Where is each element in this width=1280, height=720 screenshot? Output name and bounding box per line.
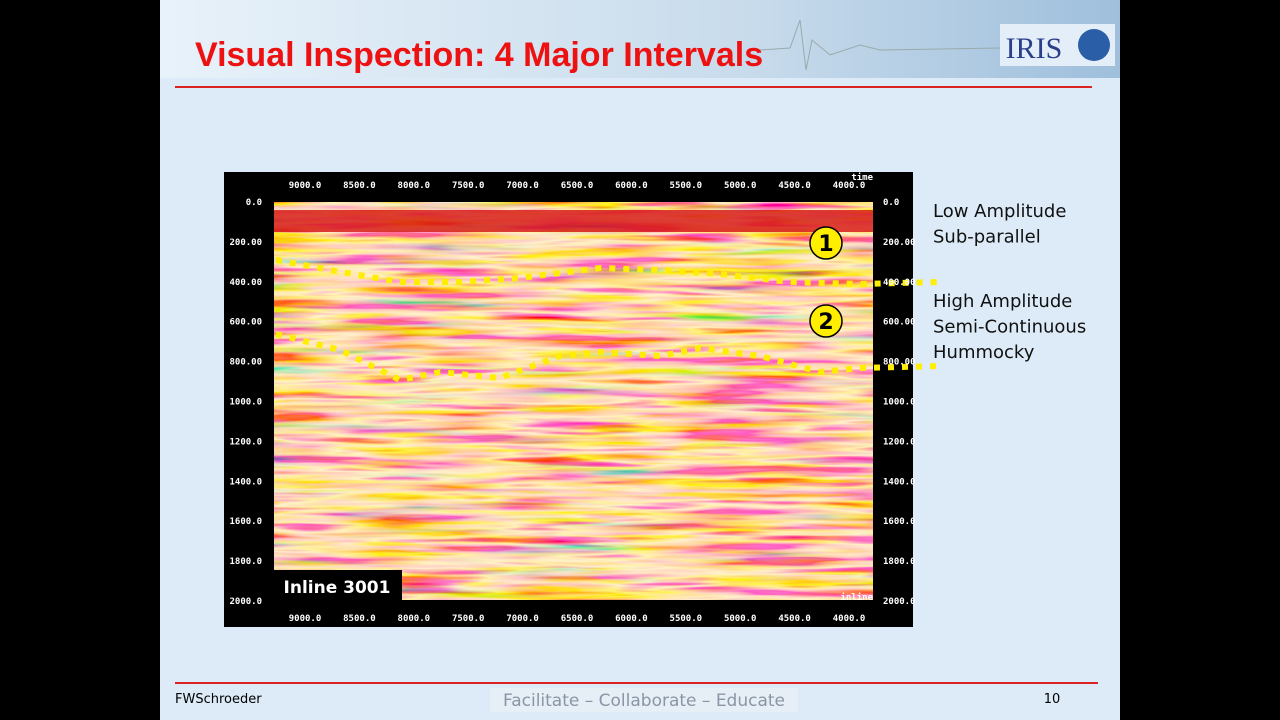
left-tick-label: 800.00	[229, 358, 262, 368]
annotation: Sub-parallel	[933, 227, 1041, 248]
annotation: Low Amplitude	[933, 201, 1066, 222]
title: Visual Inspection: 4 Major Intervals	[195, 36, 763, 74]
bottom-tick-label: 4500.0	[778, 614, 811, 624]
right-tick-label: 1800.0	[883, 557, 916, 567]
right-tick-label: 600.00	[883, 318, 916, 328]
page-number: 10	[1044, 692, 1061, 707]
tagline-box	[490, 688, 798, 712]
bottom-tick-label: 9000.0	[289, 614, 322, 624]
section-label: Inline 3001	[284, 578, 391, 598]
tagline: Facilitate – Collaborate – Educate	[503, 691, 785, 711]
right-tick-label: 0.0	[883, 198, 899, 208]
bottom-tick-label: 7000.0	[506, 614, 539, 624]
horizon-2	[275, 331, 941, 384]
bottom-tick-label: 5000.0	[724, 614, 757, 624]
annotation: High Amplitude	[933, 291, 1072, 312]
top-tick-label: 5000.0	[724, 181, 757, 191]
header-band	[160, 0, 1120, 78]
bottom-tick-label: 6500.0	[561, 614, 594, 624]
right-tick-label: 400.00	[883, 278, 916, 288]
wave	[759, 19, 1001, 71]
right-tick-label: 1400.0	[883, 477, 916, 487]
inline-label: inline	[840, 592, 873, 603]
top-tick-label: 7000.0	[506, 181, 539, 191]
annotation: Hummocky	[933, 342, 1035, 363]
top-tick-label: 6500.0	[561, 181, 594, 191]
right-tick-label: 1200.0	[883, 437, 916, 447]
seabed-reflector	[274, 210, 873, 232]
bottom-tick-label: 8000.0	[398, 614, 431, 624]
bottom-tick-label: 7500.0	[452, 614, 485, 624]
right-tick-label: 1600.0	[883, 517, 916, 527]
left-tick-label: 1600.0	[229, 517, 262, 527]
horizon-1	[275, 257, 941, 288]
marker: 1	[809, 226, 843, 260]
left-tick-label: 400.00	[229, 278, 262, 288]
left-tick-label: 200.00	[229, 238, 262, 248]
seismic-image	[274, 202, 873, 600]
annotation: Semi-Continuous	[933, 317, 1086, 338]
top-tick-label: 8000.0	[398, 181, 431, 191]
marker: 2	[809, 304, 843, 338]
top-tick-label: 4500.0	[778, 181, 811, 191]
author: FWSchroeder	[175, 692, 262, 707]
time-label: time	[851, 172, 873, 183]
left-tick-label: 1400.0	[229, 477, 262, 487]
top-tick-label: 7500.0	[452, 181, 485, 191]
left-tick-label: 1200.0	[229, 437, 262, 447]
top-tick-label: 8500.0	[343, 181, 376, 191]
top-tick-label: 4000.0	[833, 181, 866, 191]
top-tick-label: 5500.0	[670, 181, 703, 191]
top-tick-label: 9000.0	[289, 181, 322, 191]
left-tick-label: 600.00	[229, 318, 262, 328]
label-box	[272, 570, 402, 602]
left-tick-label: 1800.0	[229, 557, 262, 567]
bottom-tick-label: 4000.0	[833, 614, 866, 624]
right-tick-label: 1000.0	[883, 398, 916, 408]
left-tick-label: 2000.0	[229, 597, 262, 607]
marker-label: 1	[818, 232, 833, 257]
bottom-tick-label: 6000.0	[615, 614, 648, 624]
left-tick-label: 1000.0	[229, 398, 262, 408]
bottom-tick-label: 5500.0	[670, 614, 703, 624]
top-tick-label: 6000.0	[615, 181, 648, 191]
logo: IRIS	[1006, 32, 1063, 65]
right-tick-label: 2000.0	[883, 597, 916, 607]
left-tick-label: 0.0	[246, 198, 262, 208]
right-tick-label: 800.00	[883, 358, 916, 368]
right-tick-label: 200.00	[883, 238, 916, 248]
nsf-logo	[1078, 29, 1110, 61]
marker-label: 2	[818, 310, 833, 335]
bottom-tick-label: 8500.0	[343, 614, 376, 624]
